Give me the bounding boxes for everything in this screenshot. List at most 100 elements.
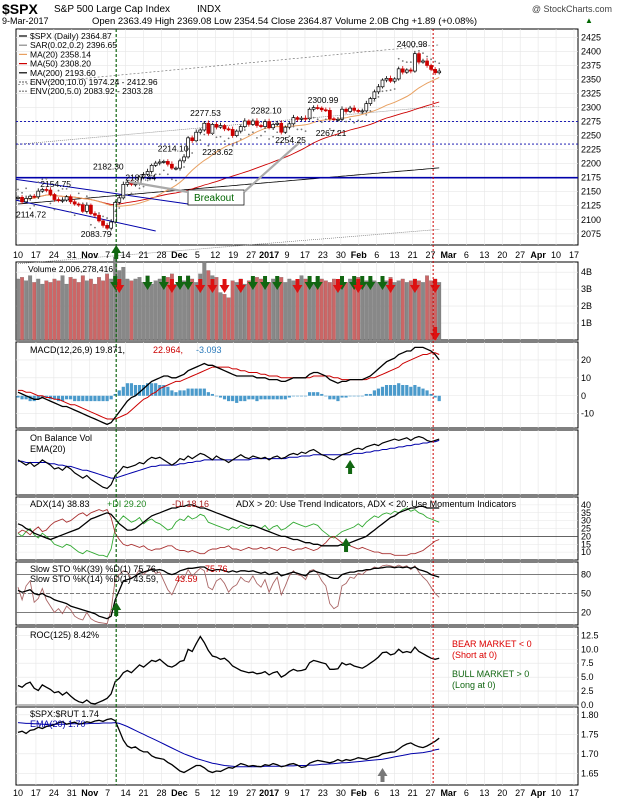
volume-bar [226,297,231,341]
candle-body [344,108,348,112]
sar-dot [195,140,198,143]
macd-histogram-bar [133,385,138,396]
macd-histogram-bar [368,393,372,396]
volume-bar [364,280,369,341]
quote-line: Open 2363.49 High 2369.08 Low 2354.54 Cl… [92,16,478,27]
macd-histogram-bar [125,383,129,396]
y-tick-label: 1B [581,318,592,328]
x-tick-label: 23 [318,788,328,798]
macd-histogram-bar [397,383,401,396]
y-tick-label: 2200 [581,159,601,169]
x-tick-label: 14 [121,788,131,798]
x-tick-label: 31 [67,250,77,260]
sar-dot [349,118,351,121]
volume-bar [303,278,308,341]
candle-body [259,125,263,127]
x-tick-label: Mar [440,788,457,798]
volume-down-arrow-icon [353,279,364,293]
x-tick-label: 14 [121,250,131,260]
candle-body [68,196,73,203]
candle-body [64,196,69,201]
candle-body [409,69,413,72]
candle-body [157,161,162,164]
y-tick-label: 2375 [581,60,601,70]
macd-histogram-bar [85,395,89,402]
x-tick-label: 27 [426,250,436,260]
roc-legend: ROC(125) 8.42% [30,630,99,640]
ratio-ema-line [17,722,440,768]
sar-dot [215,136,218,139]
macd-line [17,346,440,426]
sar-dot [110,233,113,236]
macd-histogram-bar [77,395,81,402]
macd-histogram-bar [235,395,239,403]
chart-exchange: INDX [197,4,221,15]
volume-bar [64,283,69,341]
volume-up-arrow-icon [337,276,347,290]
x-tick-label: 6 [464,250,469,260]
macd-histogram-bar [158,385,162,396]
y-tick-label: 10.0 [581,644,599,654]
y-tick-label: 2.5 [581,686,594,696]
macd-histogram-bar [413,385,417,396]
volume-bar [174,283,178,341]
chart-text: 10 10 17 17 24 24 31 31 Nov Nov 7 7 14 14 21 21 28 28 Dec D… [13,31,601,798]
volume-up-arrow-icon [312,276,323,290]
macd-histogram-bar [360,395,364,397]
volume-bar [356,277,361,341]
change-up-icon: ▲ [585,16,593,25]
y-tick-label: 20 [581,607,591,617]
bull-market-note: BULL MARKET > 0 [452,669,529,679]
breakout-label: Breakout [194,193,234,204]
volume-bar [16,278,20,341]
macd-histogram-bar [154,383,158,396]
macd-histogram-bar [190,388,194,396]
candle-body [279,122,284,133]
sar-dot [292,125,295,128]
macd-histogram-bar [137,385,142,396]
x-tick-label: 31 [67,788,77,798]
sar-dot [73,214,76,217]
adx-legend: +DI 29.20 [107,499,146,509]
x-tick-label: 23 [318,250,328,260]
macd-sell-arrow-icon [430,327,441,341]
macd-histogram-bar [182,390,186,396]
candle-body [400,68,405,73]
price-annotation: 2083.79 [81,229,112,239]
price-legend-entry: ENV(200,10.0) 1974.24 - 2412.96 [30,77,158,87]
macd-histogram-bar [117,390,121,396]
volume-bar [327,282,332,341]
y-tick-label: 2325 [581,89,601,99]
macd-histogram-bar [166,386,170,396]
sar-dot [247,133,250,136]
candle-body [194,131,199,141]
sar-dot [276,131,279,134]
volume-bar [97,277,101,341]
macd-histogram-bar [89,395,93,402]
sar-dot [300,128,303,131]
volume-down-arrow-icon [430,279,441,293]
volume-bar [425,275,429,341]
candle-body [72,201,77,205]
macd-histogram-bar [109,395,113,400]
candle-body [404,69,409,73]
volume-bar [32,282,37,341]
x-tick-label: 21 [139,788,149,798]
macd-histogram-bar [81,395,85,402]
y-tick-label: 1.75 [581,729,599,739]
macd-histogram-bar [60,395,65,402]
volume-bar [44,280,49,341]
candle-body [44,189,49,191]
sar-dot [426,55,428,58]
candle-body [340,108,344,120]
sar-dot [414,42,416,45]
sar-dot [29,207,32,210]
y-tick-label: 20 [581,355,591,365]
x-tick-label: 30 [336,788,346,798]
candle-body [93,213,97,216]
sar-dot [333,129,335,132]
x-tick-label: Feb [351,250,368,260]
x-tick-label: 21 [139,250,149,260]
y-tick-label: 2225 [581,145,601,155]
candle-body [392,78,397,82]
